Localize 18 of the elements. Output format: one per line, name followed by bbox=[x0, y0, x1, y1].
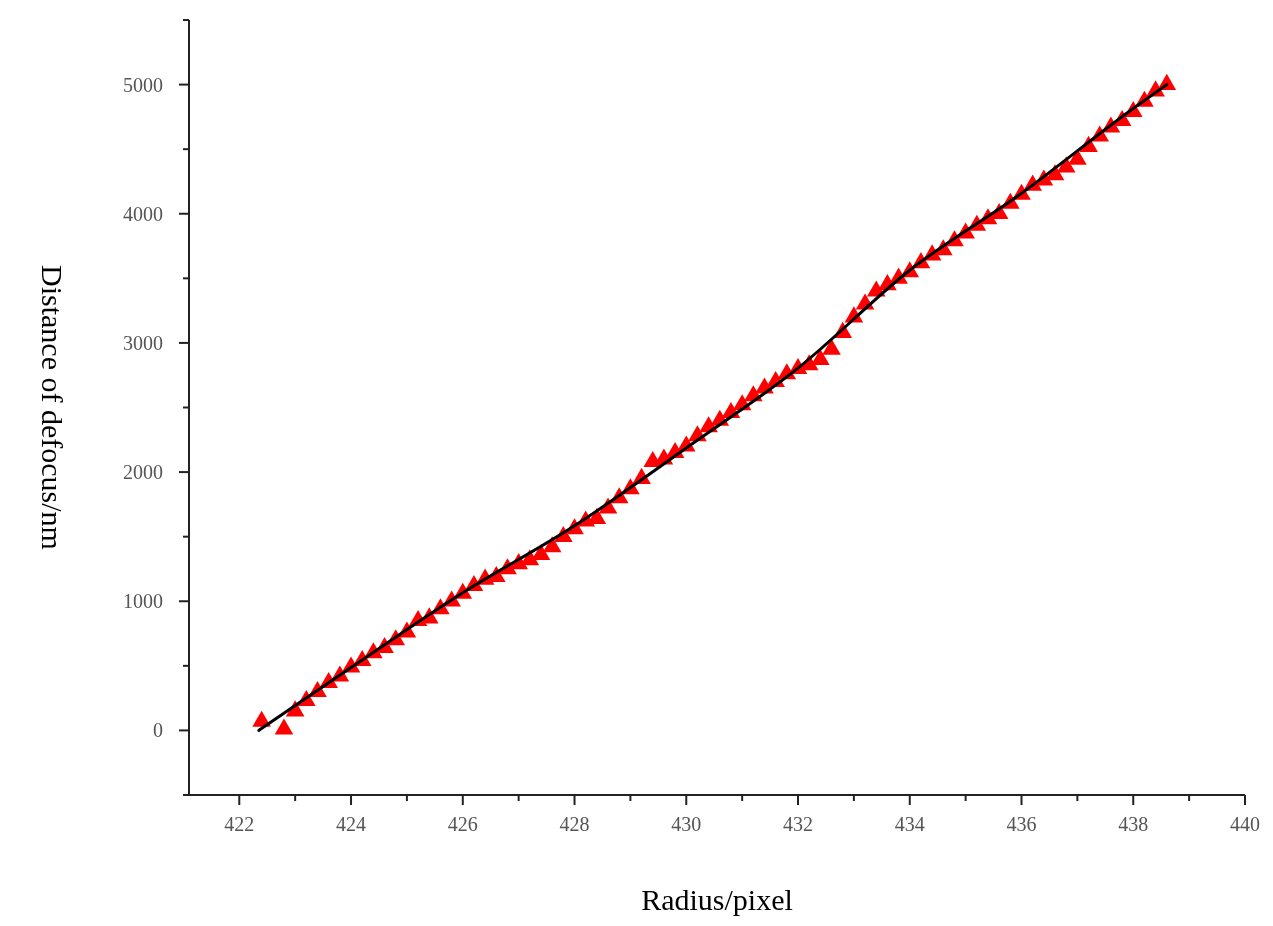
x-tick-label: 428 bbox=[559, 813, 590, 835]
x-tick-label: 422 bbox=[224, 813, 255, 835]
y-tick-label: 4000 bbox=[123, 202, 163, 225]
x-tick-label: 426 bbox=[447, 813, 478, 835]
x-tick-label: 432 bbox=[783, 813, 814, 835]
x-tick-label: 430 bbox=[671, 813, 702, 835]
y-tick-label: 3000 bbox=[123, 331, 163, 354]
x-tick-label: 438 bbox=[1118, 813, 1149, 835]
y-axis-title: Distance of defocus/nm bbox=[36, 265, 69, 550]
x-tick-label: 436 bbox=[1006, 813, 1037, 835]
y-tick-label: 2000 bbox=[123, 461, 163, 484]
x-tick-label: 440 bbox=[1230, 813, 1260, 835]
x-tick-label: 424 bbox=[336, 813, 367, 835]
y-tick-label: 5000 bbox=[123, 73, 163, 96]
x-axis-title: Radius/pixel bbox=[641, 883, 793, 916]
y-tick-label: 1000 bbox=[123, 590, 163, 613]
y-tick-label: 0 bbox=[153, 719, 163, 742]
x-tick-label: 434 bbox=[894, 813, 925, 835]
